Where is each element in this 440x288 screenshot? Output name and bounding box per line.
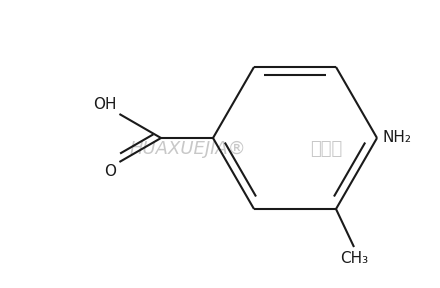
Text: HUAXUEJIA®: HUAXUEJIA®: [130, 140, 247, 158]
Text: OH: OH: [93, 97, 117, 112]
Text: O: O: [104, 164, 117, 179]
Text: CH₃: CH₃: [340, 251, 368, 266]
Text: NH₂: NH₂: [382, 130, 411, 145]
Text: 化学加: 化学加: [310, 140, 342, 158]
